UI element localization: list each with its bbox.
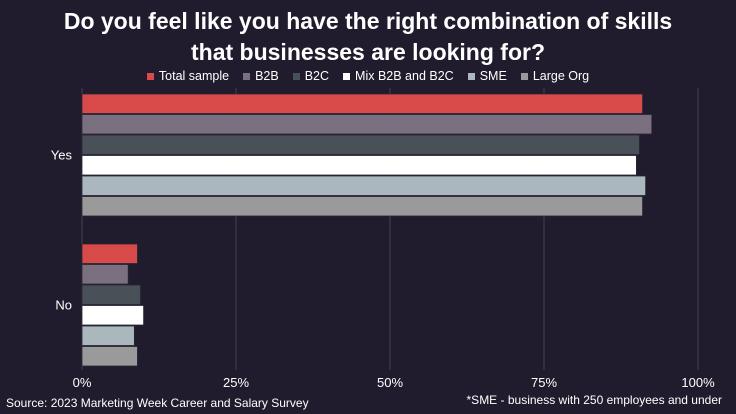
legend-swatch bbox=[343, 72, 351, 80]
legend-label: SME bbox=[479, 69, 507, 83]
legend-swatch bbox=[520, 72, 528, 80]
bar-no-5 bbox=[81, 346, 138, 367]
bar-yes-4 bbox=[81, 175, 647, 196]
legend-item-4: SME bbox=[467, 69, 507, 83]
legend-label: Large Org bbox=[532, 69, 590, 83]
category-label: No bbox=[55, 298, 72, 313]
bar-yes-5 bbox=[81, 196, 643, 217]
legend-item-5: Large Org bbox=[520, 69, 590, 83]
bar-no-0 bbox=[81, 243, 138, 264]
bar-yes-1 bbox=[81, 114, 653, 135]
source-note: Source: 2023 Marketing Week Career and S… bbox=[6, 396, 309, 410]
bar-yes-2 bbox=[81, 134, 640, 155]
legend-item-3: Mix B2B and B2C bbox=[343, 69, 454, 83]
x-tick-label: 75% bbox=[531, 375, 557, 390]
x-tick-label: 50% bbox=[377, 375, 403, 390]
bar-no-4 bbox=[81, 325, 135, 346]
legend-swatch bbox=[243, 72, 251, 80]
chart-legend: Total sample B2B B2C Mix B2B and B2C SME Larg… bbox=[0, 69, 736, 83]
legend-label: Total sample bbox=[158, 69, 230, 83]
bar-yes-0 bbox=[81, 93, 643, 114]
legend-item-0: Total sample bbox=[146, 69, 230, 83]
legend-item-1: B2B bbox=[243, 69, 279, 83]
bar-no-2 bbox=[81, 284, 141, 305]
legend-label: B2B bbox=[255, 69, 279, 83]
x-tick-label: 25% bbox=[223, 375, 249, 390]
legend-label: Mix B2B and B2C bbox=[355, 69, 454, 83]
legend-label: B2C bbox=[304, 69, 330, 83]
legend-swatch bbox=[292, 72, 300, 80]
sme-footnote: *SME - business with 250 employees and u… bbox=[466, 393, 722, 407]
legend-swatch bbox=[146, 72, 154, 80]
legend-swatch bbox=[467, 72, 475, 80]
x-tick-label: 100% bbox=[681, 375, 715, 390]
x-tick-label: 0% bbox=[73, 375, 92, 390]
category-label: Yes bbox=[51, 148, 73, 163]
legend-item-2: B2C bbox=[292, 69, 330, 83]
bar-yes-3 bbox=[81, 155, 637, 176]
bar-no-1 bbox=[81, 264, 129, 285]
chart-title: Do you feel like you have the right comb… bbox=[63, 8, 673, 65]
bar-no-3 bbox=[81, 305, 144, 326]
